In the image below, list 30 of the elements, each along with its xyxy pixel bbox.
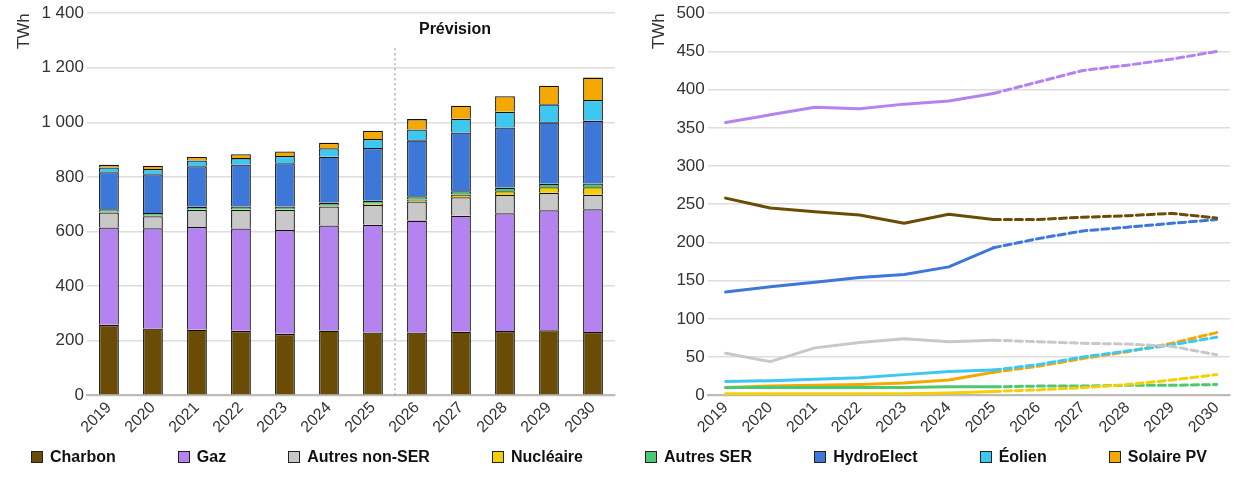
y-tick-label: 400 [55,275,84,295]
y-tick-label: 500 [676,2,705,22]
y-tick-label: 600 [55,221,84,241]
legend-label: HydroElect [833,448,918,466]
legend-label: Gaz [196,448,227,466]
y-tick-label: 450 [676,41,705,61]
y-tick-label: 1 200 [41,57,84,77]
y-tick-label: 200 [55,330,84,350]
y-tick-label: 100 [676,308,705,328]
y-tick-label: 1 000 [41,112,84,132]
ref-line-label: Prévision [418,19,492,37]
legend-label: Autres non-SER [307,448,430,466]
legend-label: Charbon [50,448,116,466]
y-axis-title: TWh [13,13,33,50]
y-tick-label: 350 [676,117,705,137]
y-tick-label: 50 [685,346,705,366]
legend-label: Solaire PV [1127,448,1207,466]
legend-label: Nucléaire [510,448,583,466]
y-tick-label: 0 [695,384,705,404]
legend-label: Autres SER [664,448,753,466]
y-tick-label: 400 [676,79,705,99]
legend-label: Éolien [998,448,1047,466]
y-tick-label: 800 [55,166,84,186]
y-tick-label: 150 [676,270,705,290]
y-tick-label: 0 [74,384,84,404]
y-axis-title: TWh [648,13,668,50]
y-tick-label: 300 [676,155,705,175]
y-tick-label: 250 [676,193,705,213]
y-tick-label: 200 [676,232,705,252]
y-tick-label: 1 400 [41,2,84,22]
